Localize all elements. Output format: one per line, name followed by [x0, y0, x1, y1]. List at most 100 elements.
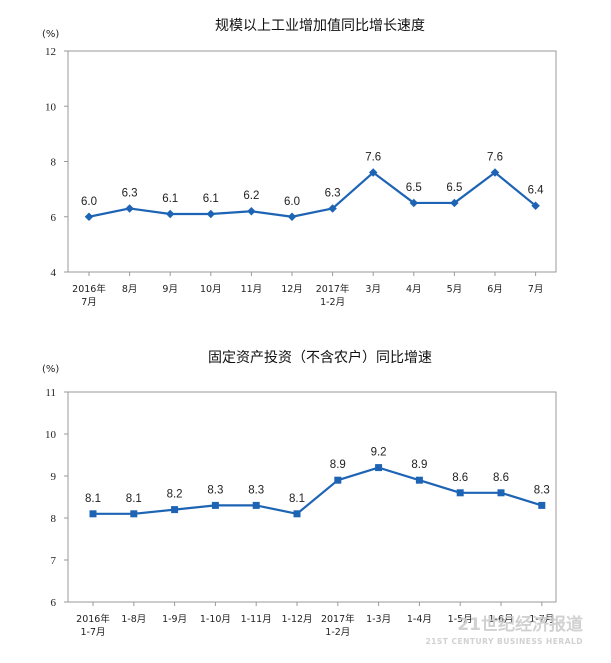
chart2-unit-label: (%) — [42, 364, 59, 375]
chart1-data-point — [247, 206, 256, 216]
chart2-x-tick-label: 1-4月 — [407, 614, 432, 625]
chart2-data-point — [171, 506, 179, 514]
chart1-data-point — [165, 209, 175, 219]
chart1-data-point — [206, 209, 216, 219]
chart1-data-label: 6.0 — [81, 196, 97, 208]
chart2-x-tick-label: 1-6月 — [488, 614, 513, 625]
chart2-x-tick-label: 1-9月 — [162, 614, 187, 625]
chart2-x-tick-label: 1-2月 — [325, 627, 350, 638]
chart2-series-line — [93, 466, 543, 515]
chart1-x-tick-label: 6月 — [487, 284, 503, 295]
chart2-series: 8.1 8.1 8.2 8.3 8.3 8.1 8.9 9.2 8.9 8.6 8.6 8.3 — [85, 447, 550, 518]
chart1-x-tick-label: 2017年 — [316, 283, 350, 295]
chart2-y-tick-label: 6 — [51, 597, 57, 609]
chart2-title: 固定资产投资（不含农户）同比增速 — [208, 349, 432, 366]
chart2-x-ticks: 2016年 1-7月 1-8月 1-9月 1-10月 1-11月 1-12月 2017年 1-2… — [76, 602, 554, 638]
chart1-data-point — [368, 168, 378, 177]
chart2-y-tick-label: 7 — [51, 555, 57, 567]
chart2-data-point — [538, 501, 546, 509]
chart1-x-tick-label: 9月 — [162, 284, 178, 295]
chart1-data-label: 6.1 — [162, 193, 178, 205]
chart2-x-tick-label: 1-5月 — [448, 614, 473, 625]
chart1-series-line — [88, 171, 537, 218]
chart2-x-tick-label: 1-7月 — [529, 614, 554, 625]
chart1-y-tick-label: 6 — [51, 212, 57, 224]
chart2-y-ticks: 6 7 8 9 10 11 — [45, 387, 68, 609]
chart2-data-label: 8.1 — [289, 493, 305, 505]
chart1-x-tick-label: 12月 — [281, 284, 303, 295]
chart1-x-tick-label: 3月 — [365, 284, 381, 295]
chart1-y-tick-label: 4 — [51, 267, 57, 279]
chart2-data-label: 8.6 — [452, 472, 468, 484]
chart1-series: 6.0 6.3 6.1 6.1 6.2 6.0 6.3 7.6 6.5 6.5 7.6 6.4 — [81, 152, 544, 221]
chart1-data-label: 7.6 — [487, 152, 503, 164]
chart1-x-tick-label: 10月 — [200, 284, 222, 295]
chart1-data-label: 6.0 — [284, 196, 300, 208]
chart1-data-point — [490, 168, 500, 177]
chart2-data-label: 8.3 — [248, 484, 264, 496]
chart1-data-label: 6.1 — [203, 193, 219, 205]
chart1-x-tick-label: 2016年 — [72, 283, 106, 295]
chart1-x-tick-label: 8月 — [122, 284, 138, 295]
chart2-data-point — [293, 510, 301, 518]
chart2-x-tick-label: 2017年 — [321, 613, 355, 625]
chart1-x-tick-label: 11月 — [241, 284, 263, 295]
chart2-data-label: 8.3 — [534, 484, 550, 496]
chart1-unit-label: (%) — [42, 29, 59, 40]
chart1-axes — [67, 50, 557, 273]
chart2-y-tick-label: 11 — [45, 387, 56, 399]
chart2-x-tick-label: 1-12月 — [281, 614, 312, 625]
chart2-data-point — [252, 501, 260, 509]
chart2-data-point — [497, 489, 505, 497]
chart2-x-tick-label: 1-8月 — [121, 614, 146, 625]
chart1-y-ticks: 4 6 8 10 12 — [45, 46, 68, 279]
chart2-data-label: 8.1 — [85, 493, 101, 505]
chart2-plot-frame — [67, 391, 557, 603]
chart1-data-point — [287, 212, 297, 221]
chart2-data-label: 8.2 — [167, 489, 183, 501]
chart1-data-point — [450, 198, 459, 208]
chart1-data-label: 6.5 — [406, 182, 422, 194]
chart1-data-label: 7.6 — [365, 152, 381, 164]
chart1-data-label: 6.3 — [122, 187, 138, 199]
chart1-y-tick-label: 12 — [45, 46, 56, 58]
chart1-data-label: 6.5 — [446, 182, 462, 194]
chart1-x-tick-label: 1-2月 — [320, 297, 345, 308]
chart2-x-tick-label: 1-7月 — [80, 627, 105, 638]
chart2-data-point — [334, 476, 342, 484]
chart2-data-label: 8.9 — [330, 459, 346, 471]
chart1-y-tick-label: 10 — [45, 101, 57, 113]
chart1-data-point — [125, 204, 134, 213]
chart1-x-ticks: 2016年 7月 8月 9月 10月 11月 12月 2017年 1-2月 3月 4月 5月 6月 7月 — [72, 272, 543, 308]
chart2-data-label: 8.6 — [493, 472, 509, 484]
chart1-data-label: 6.4 — [528, 185, 545, 197]
chart1-data-point — [84, 212, 94, 221]
chart2-data-label: 9.2 — [371, 447, 387, 459]
chart2-axes — [67, 391, 557, 603]
chart2-data-point — [211, 501, 219, 509]
chart2-y-tick-label: 9 — [51, 471, 57, 483]
chart2-x-tick-label: 1-11月 — [241, 614, 272, 625]
chart2-y-tick-label: 8 — [51, 513, 57, 525]
chart2-data-point — [375, 464, 383, 472]
chart1-data-point — [409, 198, 419, 208]
chart2-data-point — [456, 489, 464, 497]
chart2-x-tick-label: 1-10月 — [200, 614, 231, 625]
chart2-x-tick-label: 1-3月 — [366, 614, 391, 625]
chart1-plot-frame — [67, 50, 557, 273]
chart1-title: 规模以上工业增加值同比增长速度 — [215, 18, 425, 34]
chart2-data-label: 8.1 — [126, 493, 142, 505]
chart2-data-point — [130, 510, 138, 518]
chart1-data-label: 6.3 — [325, 187, 341, 199]
chart2-y-tick-label: 10 — [45, 429, 57, 441]
watermark-main: 21世纪经济报道 — [457, 614, 583, 635]
chart1-x-tick-label: 7月 — [81, 297, 97, 308]
chart1-x-tick-label: 5月 — [447, 284, 463, 295]
chart1-y-tick-label: 8 — [51, 157, 57, 169]
chart2-data-label: 8.3 — [207, 484, 223, 496]
chart2-data-label: 8.9 — [411, 459, 427, 471]
chart1-data-label: 6.2 — [243, 190, 259, 202]
chart2-data-point — [89, 510, 97, 518]
chart2-data-point — [415, 476, 423, 484]
